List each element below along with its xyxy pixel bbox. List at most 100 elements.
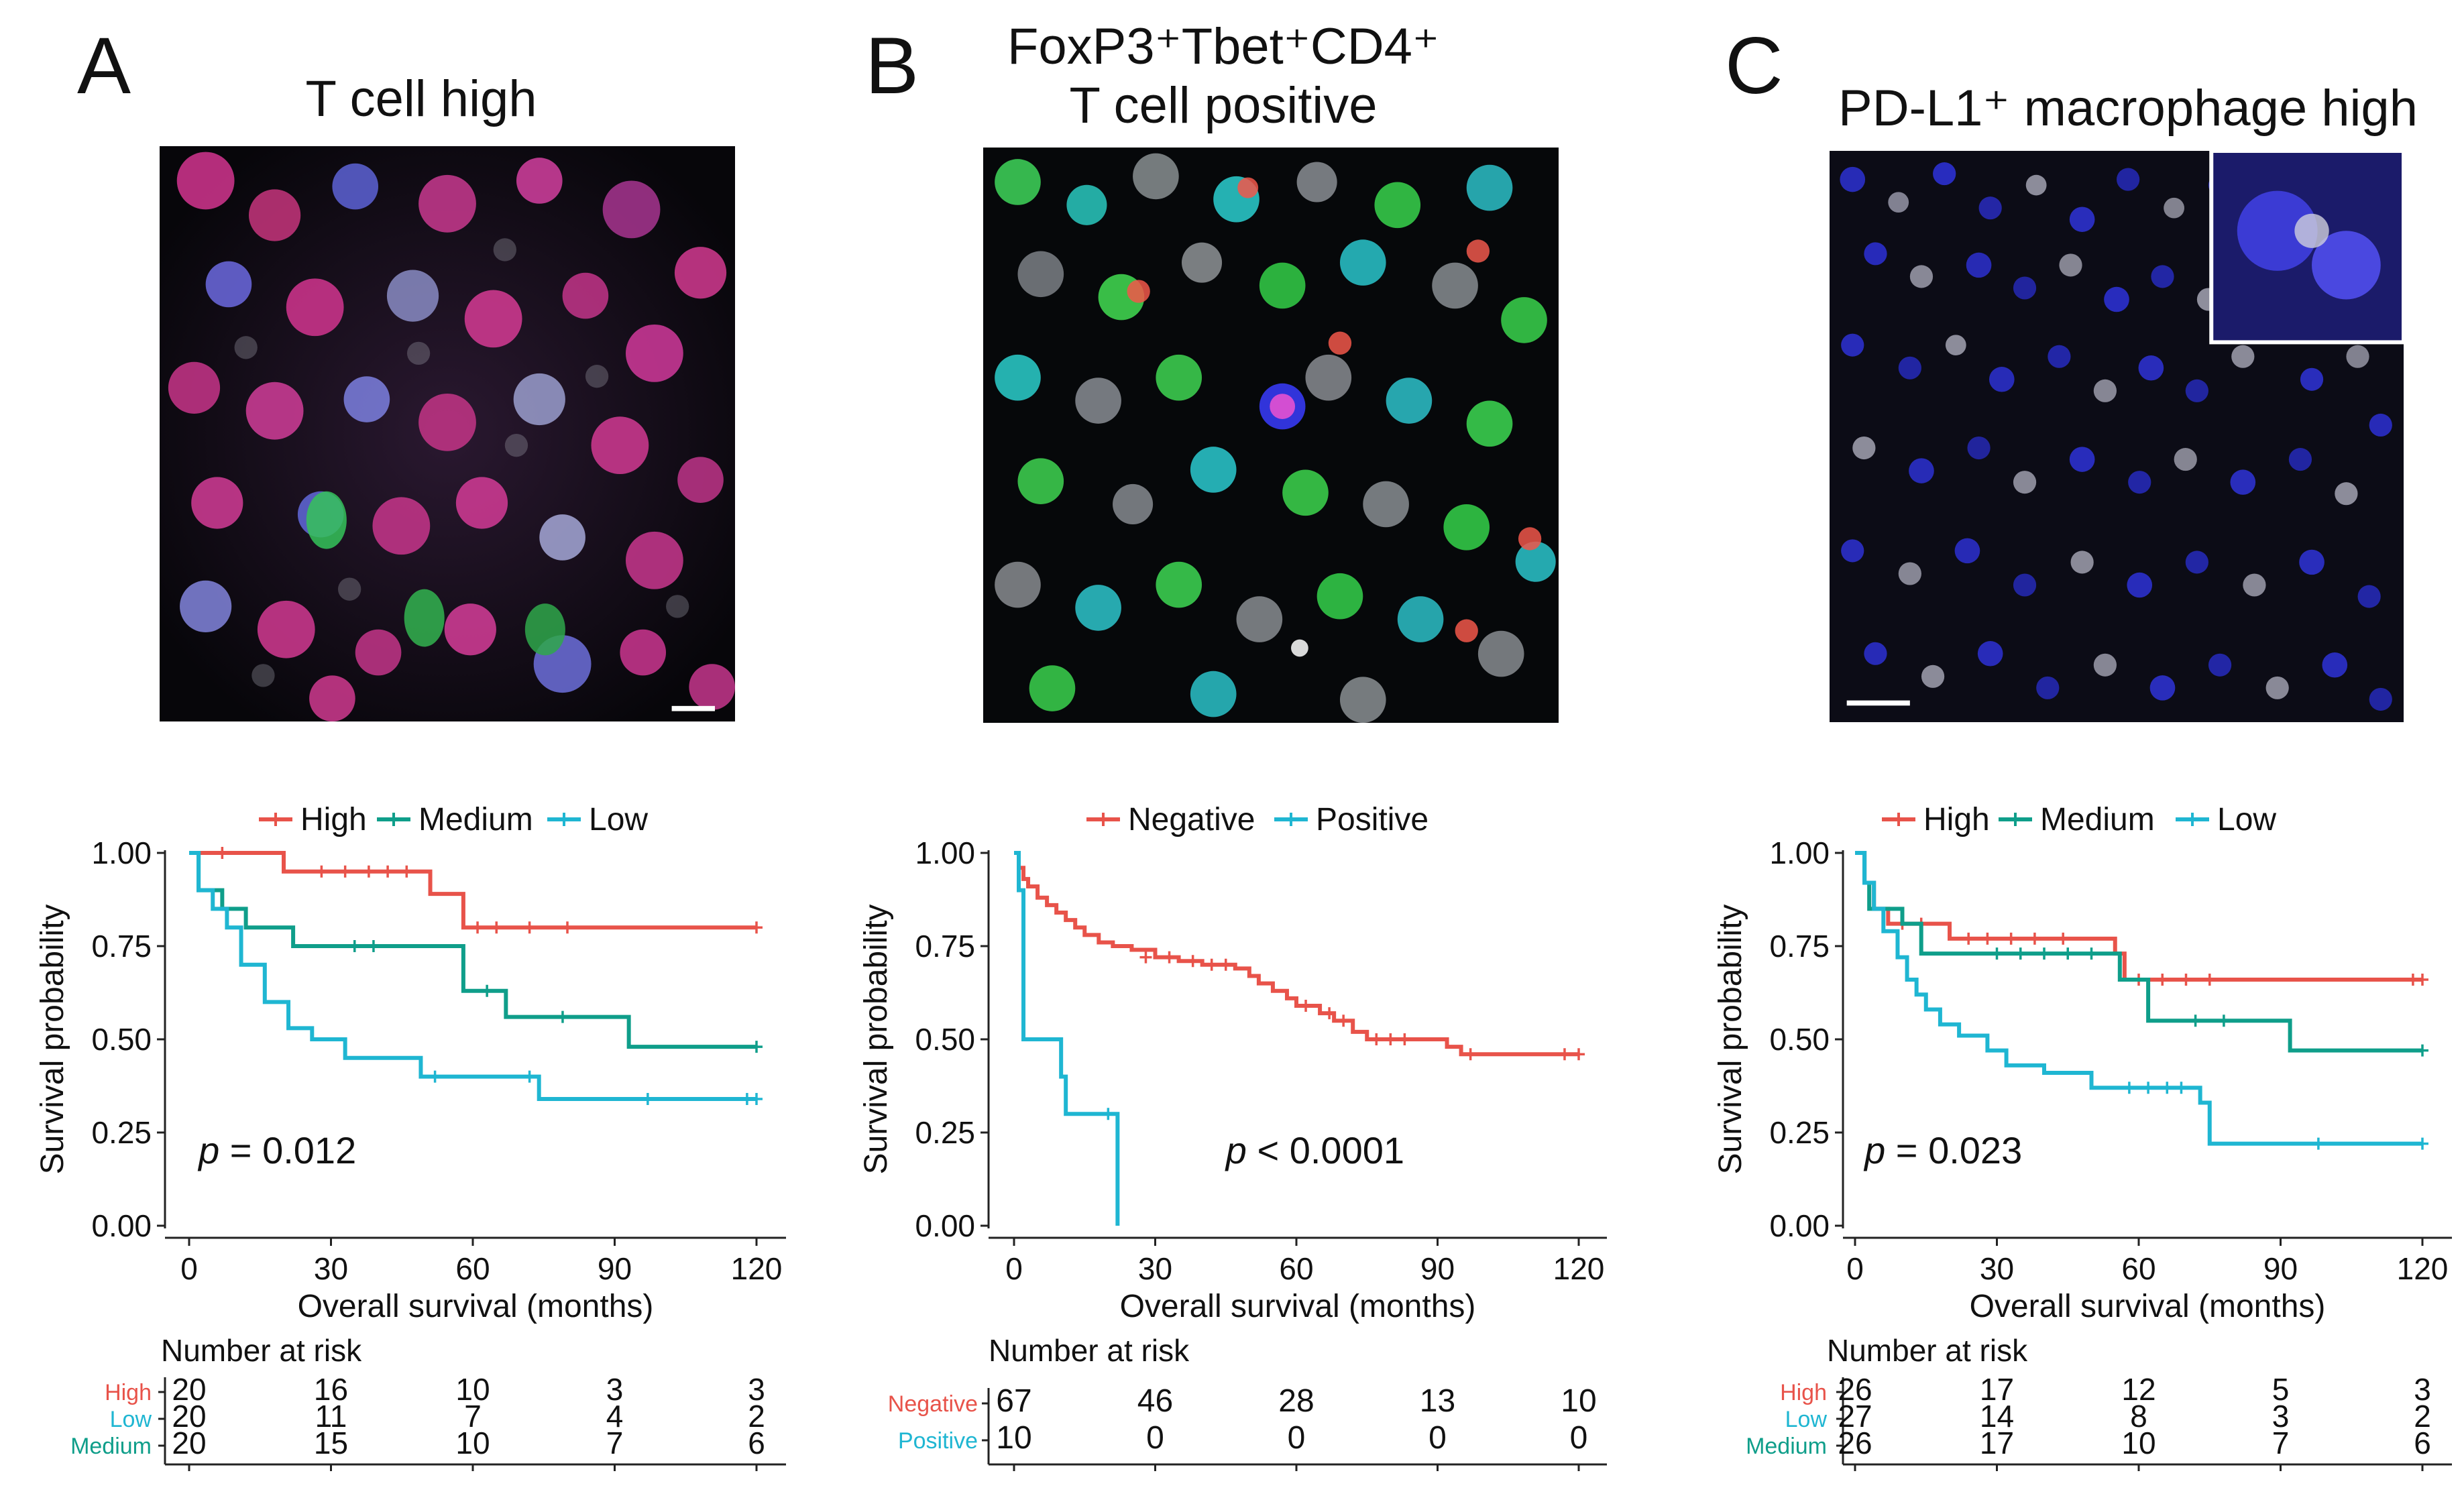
risk-value: 15	[314, 1426, 348, 1460]
p-value-symbol: p	[197, 1129, 219, 1171]
y-tick-label: 0.25	[1769, 1115, 1830, 1150]
censor-mark	[2217, 1015, 2230, 1027]
cell-texture	[995, 153, 1556, 723]
risk-value: 2	[2414, 1399, 2431, 1434]
legend-label: Medium	[418, 802, 533, 837]
x-tick-label: 30	[314, 1251, 348, 1286]
y-axis-label: Survival probability	[858, 905, 894, 1175]
nuclei	[234, 238, 689, 687]
censor-mark	[1205, 958, 1218, 971]
microscopy-image-pd-l1	[1830, 151, 2404, 722]
risk-row-label: Positive	[898, 1428, 978, 1454]
risk-value: 10	[996, 1420, 1031, 1456]
risk-value: 3	[606, 1372, 624, 1407]
risk-value: 13	[1420, 1383, 1455, 1419]
censor-mark	[2189, 1015, 2202, 1027]
censor-mark	[750, 1092, 763, 1105]
risk-value: 20	[172, 1426, 206, 1460]
image-title: T cell high	[305, 70, 537, 127]
risk-value: 3	[2272, 1399, 2290, 1434]
censor-mark	[2005, 932, 2017, 945]
panel-c: C PD-L1⁺ macrophage high	[1642, 0, 2463, 1506]
censor-mark	[1300, 999, 1312, 1012]
censor-mark	[382, 865, 394, 878]
censor-mark	[1163, 951, 1176, 964]
censor-mark	[339, 865, 351, 878]
censor-mark	[2416, 1137, 2428, 1150]
x-tick-label: 60	[2121, 1251, 2155, 1286]
censor-mark	[2062, 947, 2074, 960]
risk-table-title: Number at risk	[989, 1333, 1190, 1368]
x-tick-label: 120	[2397, 1251, 2449, 1286]
scale-bar	[1846, 700, 1910, 706]
risk-value: 10	[1561, 1383, 1596, 1419]
risk-row-label: Low	[110, 1407, 152, 1432]
y-tick-label: 1.00	[91, 835, 152, 870]
censor-mark	[523, 1070, 536, 1083]
x-tick-label: 120	[1553, 1251, 1605, 1286]
p-value-symbol: p	[1863, 1129, 1885, 1171]
risk-value: 8	[2130, 1399, 2147, 1434]
risk-value: 7	[606, 1426, 624, 1460]
legend-label: Negative	[1128, 802, 1255, 837]
x-tick-label: 90	[598, 1251, 632, 1286]
x-tick-label: 0	[1005, 1251, 1023, 1286]
censor-mark	[1981, 932, 1994, 945]
censor-mark	[2416, 1044, 2428, 1057]
x-axis-label: Overall survival (months)	[298, 1289, 654, 1324]
x-tick-label: 90	[1420, 1251, 1455, 1286]
risk-value: 0	[1429, 1420, 1447, 1456]
risk-row-label: High	[1780, 1380, 1827, 1405]
censor-mark	[1186, 955, 1199, 968]
censor-mark	[2142, 1082, 2155, 1094]
y-tick-label: 0.50	[91, 1022, 152, 1057]
risk-value: 14	[1980, 1399, 2014, 1434]
risk-row-label: Medium	[70, 1434, 152, 1459]
risk-value: 28	[1278, 1383, 1314, 1419]
risk-value: 11	[315, 1399, 347, 1434]
survival-curve-high	[189, 851, 757, 930]
risk-value: 17	[1980, 1426, 2014, 1460]
y-tick-label: 0.50	[915, 1022, 975, 1057]
p-value: p = 0.012	[197, 1129, 356, 1171]
censor-mark	[315, 865, 328, 878]
risk-row-label: High	[105, 1380, 152, 1405]
risk-value: 26	[1838, 1372, 1872, 1407]
p-value-text: = 0.012	[219, 1129, 356, 1171]
x-tick-label: 0	[180, 1251, 198, 1286]
cell-texture	[168, 152, 735, 721]
censor-mark	[1337, 1015, 1350, 1027]
legend-label: High	[1923, 802, 1990, 837]
censor-mark	[2123, 1082, 2135, 1094]
panel-b: B FoxP3⁺Tbet⁺CD4⁺ T cell positive	[821, 0, 1642, 1506]
y-tick-label: 0.00	[1769, 1208, 1830, 1243]
censor-mark	[1323, 1007, 1336, 1020]
image-title-line-2: T cell positive	[1069, 77, 1378, 134]
risk-value: 17	[1980, 1372, 2014, 1407]
censor-mark	[1384, 1033, 1397, 1045]
censor-mark	[362, 865, 375, 878]
censor-mark	[1139, 951, 1152, 964]
risk-value: 46	[1137, 1383, 1173, 1419]
censor-mark	[523, 921, 536, 934]
censor-mark	[2416, 974, 2428, 986]
censor-mark	[2085, 947, 2098, 960]
y-tick-label: 0.00	[915, 1208, 975, 1243]
censor-mark	[429, 1070, 441, 1083]
x-axis-label: Overall survival (months)	[1120, 1289, 1476, 1324]
risk-value: 10	[455, 1372, 490, 1407]
y-tick-label: 1.00	[1769, 835, 1830, 870]
cell-texture	[1840, 162, 2392, 711]
censor-mark	[1558, 1048, 1571, 1061]
risk-value: 0	[1288, 1420, 1306, 1456]
p-value-symbol: p	[1225, 1129, 1247, 1171]
y-tick-label: 0.25	[915, 1115, 975, 1150]
risk-value: 10	[2121, 1426, 2155, 1460]
risk-row-label: Medium	[1746, 1434, 1827, 1459]
risk-value: 7	[464, 1399, 482, 1434]
km-chart: 0.00 0.25 0.50 0.75 1.00 0 30 60 90 120 Overall su…	[35, 802, 786, 1471]
censor-mark	[1398, 1033, 1411, 1045]
censor-mark	[481, 984, 494, 997]
image-title: PD-L1⁺ macrophage high	[1838, 80, 2418, 137]
censor-mark	[1219, 958, 1232, 971]
